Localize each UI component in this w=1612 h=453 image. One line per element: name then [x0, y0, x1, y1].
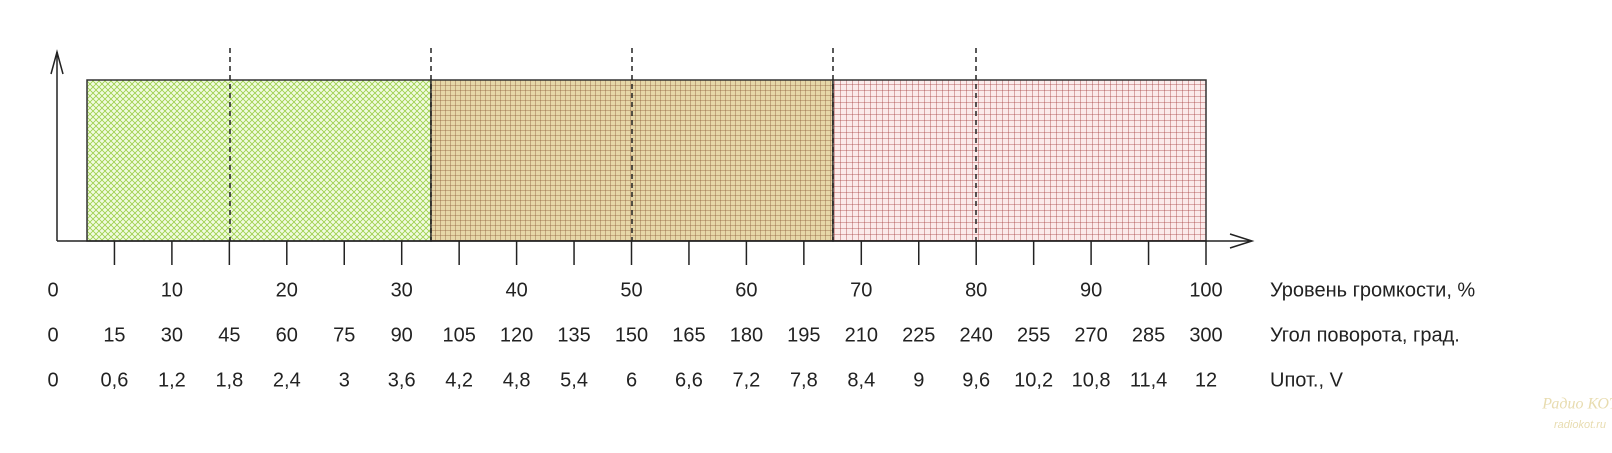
scale-label: 3 — [339, 369, 350, 391]
scale-label: 9 — [913, 369, 924, 391]
scale-label: 270 — [1074, 324, 1107, 346]
scale-label: 7,2 — [732, 369, 760, 391]
zones — [86, 79, 1207, 242]
scale-label: 5,4 — [560, 369, 588, 391]
scale-label: 120 — [500, 324, 533, 346]
scale-label: 3,6 — [388, 369, 416, 391]
scale-label: 195 — [787, 324, 820, 346]
ticks — [113, 241, 1207, 265]
scale-label: 9,6 — [962, 369, 990, 391]
scale-label: 180 — [730, 324, 763, 346]
scale-label: 30 — [391, 279, 413, 301]
scale-label: 60 — [735, 279, 757, 301]
scale-label: 80 — [965, 279, 987, 301]
scale-label: 105 — [442, 324, 475, 346]
watermark-url: radiokot.ru — [1554, 419, 1606, 431]
row-title: Уровень громкости, % — [1270, 279, 1475, 301]
row-title: Угол поворота, град. — [1270, 324, 1460, 346]
scale-label: 285 — [1132, 324, 1165, 346]
scale-label: 1,8 — [215, 369, 243, 391]
scale-label: 12 — [1195, 369, 1217, 391]
scale-label: 0 — [47, 279, 58, 301]
scale-label: 60 — [276, 324, 298, 346]
scale-label: 8,4 — [847, 369, 875, 391]
row-title: Uпот., V — [1270, 369, 1344, 391]
scale-label: 100 — [1189, 279, 1222, 301]
scale-label: 240 — [960, 324, 993, 346]
scale-label: 20 — [276, 279, 298, 301]
scale-label: 10,8 — [1072, 369, 1111, 391]
scale-label: 6,6 — [675, 369, 703, 391]
scale-label: 150 — [615, 324, 648, 346]
scale-label: 225 — [902, 324, 935, 346]
axes — [50, 49, 1255, 249]
scale-label: 6 — [626, 369, 637, 391]
scale-label: 75 — [333, 324, 355, 346]
scale-label: 210 — [845, 324, 878, 346]
zone-red — [832, 79, 1207, 242]
scale-label: 165 — [672, 324, 705, 346]
scale-label: 70 — [850, 279, 872, 301]
watermark-title: Радио КОТ — [1541, 396, 1612, 413]
scale-label: 50 — [620, 279, 642, 301]
scale-label: 2,4 — [273, 369, 301, 391]
scale-label: 0 — [47, 324, 58, 346]
scale-label: 15 — [103, 324, 125, 346]
scale-label: 10,2 — [1014, 369, 1053, 391]
scale-label: 0,6 — [101, 369, 129, 391]
scale-label: 30 — [161, 324, 183, 346]
scale-label: 10 — [161, 279, 183, 301]
scale-label: 300 — [1189, 324, 1222, 346]
scale-label: 4,2 — [445, 369, 473, 391]
x-arrow — [1229, 233, 1255, 249]
scale-label: 135 — [557, 324, 590, 346]
scale-label: 255 — [1017, 324, 1050, 346]
scale-label: 90 — [1080, 279, 1102, 301]
scale-label: 0 — [47, 369, 58, 391]
scale-label: 4,8 — [503, 369, 531, 391]
scale-label: 45 — [218, 324, 240, 346]
scale-label: 1,2 — [158, 369, 186, 391]
zone-green — [86, 79, 432, 242]
scale-label: 40 — [505, 279, 527, 301]
scale-label: 7,8 — [790, 369, 818, 391]
scale-label: 90 — [391, 324, 413, 346]
scale-label: 11,4 — [1130, 369, 1167, 391]
y-arrow — [50, 49, 64, 75]
